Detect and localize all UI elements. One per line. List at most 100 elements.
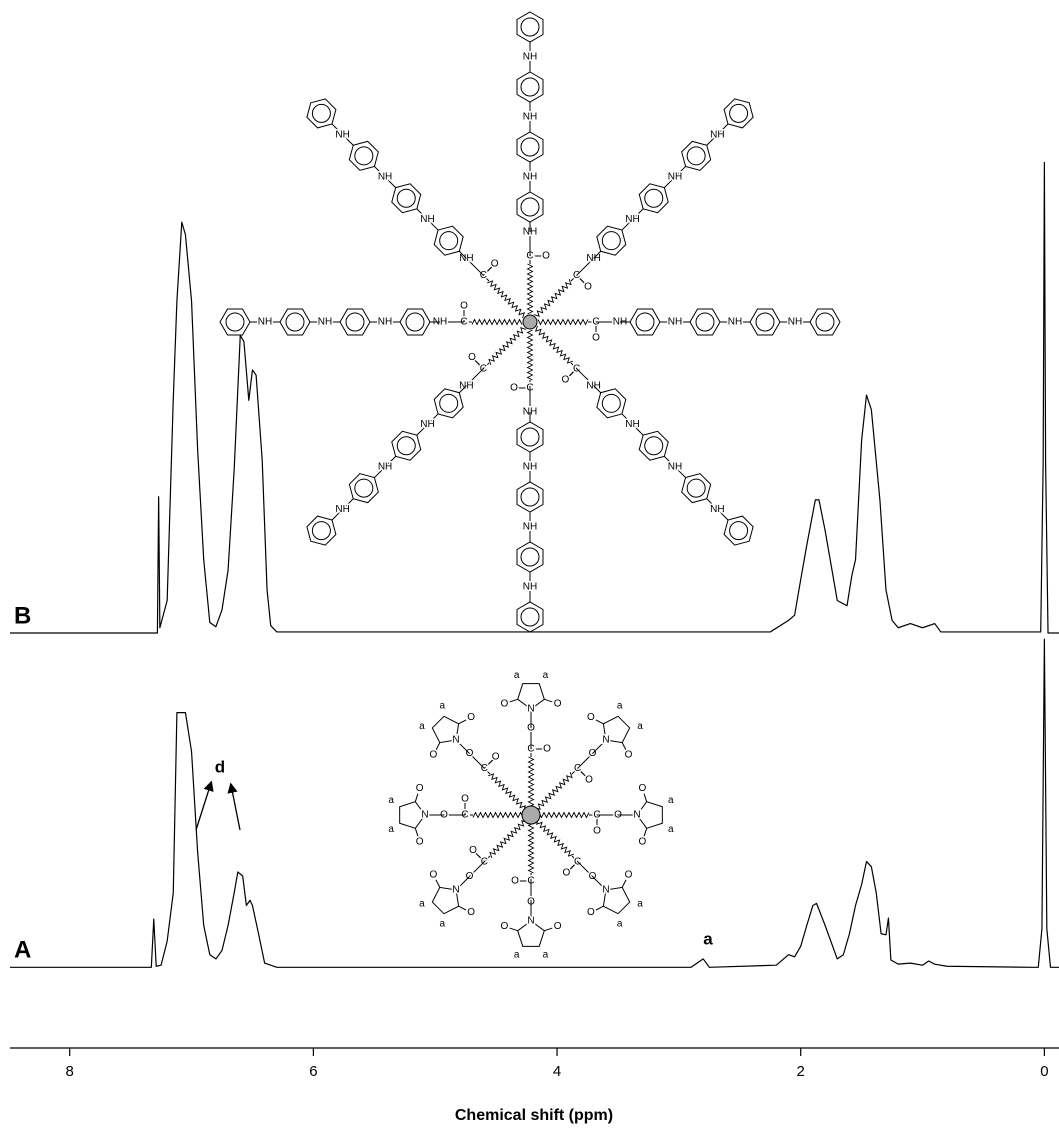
ring-circle: [755, 312, 775, 332]
core: [521, 805, 541, 825]
chain: [538, 811, 590, 819]
atom-label: NH: [378, 172, 392, 183]
bond: [482, 266, 493, 277]
ring-circle: [686, 146, 706, 166]
atom-label: NH: [710, 129, 724, 140]
ring-circle: [311, 521, 331, 541]
ring: [339, 308, 371, 336]
atom-label: O: [511, 876, 519, 887]
ring-circle: [225, 312, 245, 332]
ring-circle: [396, 436, 416, 456]
atom-label: a: [440, 701, 446, 712]
atom-label: O: [461, 794, 469, 805]
bond: [575, 274, 586, 285]
atom-label: NH: [710, 504, 724, 515]
ring: [749, 308, 781, 336]
spectrum-line: [10, 638, 1059, 968]
atom-label: NH: [318, 317, 332, 328]
ring: [516, 601, 544, 633]
atom-label: NH: [523, 462, 537, 473]
bond: [570, 362, 578, 370]
atom-label: NH: [668, 317, 682, 328]
ring-circle: [644, 436, 664, 456]
ring: [399, 801, 426, 829]
ring: [516, 541, 544, 573]
ring: [596, 388, 627, 419]
ring: [638, 183, 669, 214]
atom-label: a: [617, 701, 623, 712]
ring: [431, 715, 460, 744]
atom-label: a: [637, 721, 643, 732]
bond: [469, 753, 485, 769]
bond: [663, 455, 686, 478]
bond: [706, 123, 729, 146]
atom-label: O: [587, 712, 595, 723]
bond: [416, 208, 439, 231]
bond: [577, 753, 593, 769]
atom-label: O: [584, 281, 592, 292]
ring: [433, 225, 464, 256]
bond: [483, 855, 491, 863]
bond: [483, 759, 494, 770]
ring: [638, 430, 669, 461]
ring: [433, 388, 464, 419]
x-tick-label: 0: [1040, 1063, 1048, 1080]
bond: [577, 861, 593, 877]
atom-label: NH: [459, 253, 473, 264]
ring-circle: [311, 103, 331, 123]
atom-label: N: [602, 735, 609, 746]
ring-circle: [520, 17, 540, 37]
ring-circle: [635, 312, 655, 332]
bond: [576, 258, 594, 276]
chain: [527, 756, 535, 808]
bond: [571, 767, 579, 775]
bond: [455, 739, 470, 754]
bond: [482, 274, 490, 282]
bond: [593, 250, 602, 259]
ring-circle: [601, 231, 621, 251]
atom-label: C: [573, 270, 580, 281]
ring-circle: [439, 231, 459, 251]
bond: [544, 927, 553, 932]
atom-label: NH: [523, 112, 537, 123]
atom-label: NH: [335, 129, 349, 140]
bond: [621, 742, 627, 751]
ring: [723, 98, 754, 129]
atom-label: O: [592, 333, 600, 344]
atom-label: N: [527, 704, 534, 715]
ring-circle: [354, 478, 374, 498]
atom-label: O: [416, 836, 424, 847]
ring: [219, 308, 251, 336]
atom-label: a: [419, 898, 425, 909]
bond: [621, 879, 627, 888]
atom-label: NH: [586, 253, 600, 264]
bond: [643, 793, 648, 802]
peak-annotation: d: [215, 757, 225, 776]
annotation-arrow: [195, 780, 214, 831]
atom-label: N: [421, 810, 428, 821]
bond: [483, 767, 491, 775]
core: [522, 314, 538, 330]
atom-label: a: [419, 721, 425, 732]
atom-label: O: [469, 845, 477, 856]
atom-label: a: [440, 919, 446, 930]
atom-label: O: [466, 748, 474, 759]
chain: [489, 819, 528, 858]
atom-label: C: [574, 763, 581, 774]
bond: [592, 739, 607, 754]
ring: [431, 886, 460, 915]
atom-label: N: [602, 885, 609, 896]
structures: OCNHNHNHNHOCNHNHNHNHOCNHNHNHNHOCNHNHNHNH…: [219, 11, 841, 962]
atom-label: O: [593, 826, 601, 837]
bond: [576, 767, 587, 778]
atom-label: NH: [523, 582, 537, 593]
atom-label: O: [585, 774, 593, 785]
atom-label: NH: [523, 172, 537, 183]
atom-label: O: [416, 783, 424, 794]
atom-label: O: [467, 907, 475, 918]
ring-circle: [520, 137, 540, 157]
ring-circle: [439, 393, 459, 413]
atom-label: O: [500, 698, 508, 709]
ring-circle: [815, 312, 835, 332]
atom-label: a: [388, 795, 394, 806]
